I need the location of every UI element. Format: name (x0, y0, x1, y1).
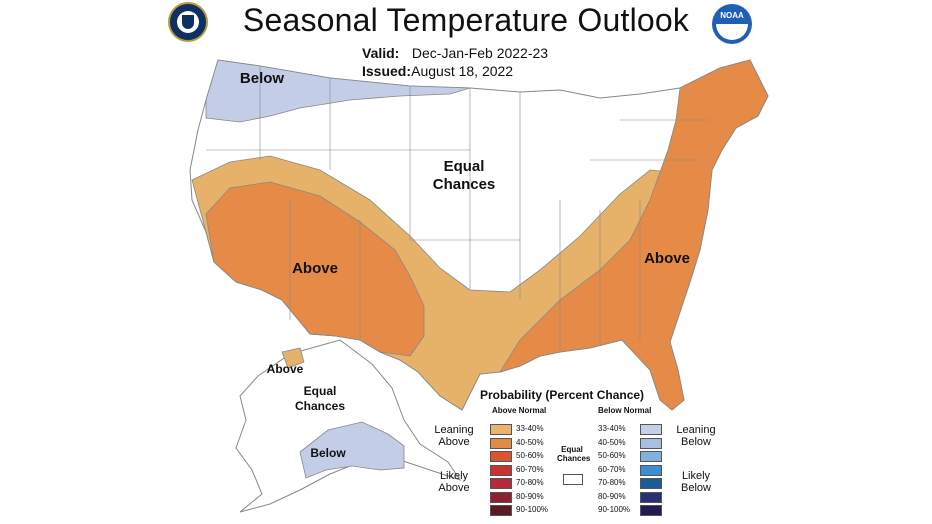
legend-below-bin-swatch (640, 424, 662, 435)
alaska-equal-chances-label: Equal Chances (294, 384, 346, 413)
alaska-above-label: Above (266, 362, 304, 376)
legend-below-bin-label: 50-60% (598, 451, 626, 460)
legend-above-bin-swatch (490, 505, 512, 516)
legend-above-bin-swatch (490, 491, 512, 503)
legend-below-bin-swatch (640, 451, 662, 462)
legend-equal-chances-swatch (563, 474, 583, 485)
commerce-seal-logo (168, 2, 208, 42)
legend-below-bin-swatch (640, 505, 662, 516)
alaska-above-region (281, 347, 305, 369)
alaska-below-region (299, 421, 405, 479)
legend-above-bin-label: 70-80% (516, 478, 544, 487)
southwest-above-region (205, 181, 425, 357)
noaa-wave-icon (716, 24, 748, 40)
map-title: Seasonal Temperature Outlook (242, 2, 690, 38)
probability-legend: Probability (Percent Chance) Above Norma… (430, 388, 716, 520)
issued-label: Issued: (362, 63, 412, 79)
legend-below-bin-label: 60-70% (598, 464, 626, 474)
northwest-below-label: Below (239, 70, 285, 87)
state-borders (206, 66, 710, 350)
legend-above-bin-label: 60-70% (516, 464, 544, 474)
outlook-meta: Valid: Dec-Jan-Feb 2022-23 Issued: Augus… (362, 44, 548, 80)
southeast-above-label: Above (644, 250, 690, 267)
legend-likely-above: Likely Above (438, 470, 470, 494)
legend-below-bin-label: 90-100% (598, 505, 631, 514)
noaa-logo-text: NOAA (720, 11, 744, 20)
legend-below-header: Below Normal (598, 406, 652, 415)
legend-above-bin-label: 80-90% (516, 491, 544, 501)
east-above-region (499, 59, 769, 411)
issued-value: August 18, 2022 (411, 63, 514, 79)
legend-above-bin-swatch (490, 424, 512, 435)
legend-below-bin-swatch (640, 491, 662, 503)
southwest-above-label: Above (292, 260, 338, 277)
legend-equal-chances: Equal Chances (557, 445, 591, 463)
legend-below-bin-swatch (640, 478, 662, 489)
legend-above-bin-swatch (490, 478, 512, 489)
legend-above-bin-label: 90-100% (516, 505, 549, 514)
valid-value: Dec-Jan-Feb 2022-23 (411, 45, 549, 61)
legend-below-bin-label: 40-50% (598, 437, 626, 447)
legend-leaning-below: Leaning Below (676, 424, 716, 448)
legend-below-bin-label: 70-80% (598, 478, 626, 487)
noaa-logo: NOAA (712, 4, 752, 44)
legend-above-bin-label: 33-40% (516, 424, 544, 433)
legend-above-bin-label: 50-60% (516, 451, 544, 460)
legend-above-header: Above Normal (492, 406, 547, 415)
legend-likely-below: Likely Below (681, 470, 711, 494)
legend-below-bin-swatch (640, 464, 662, 476)
legend-above-bin-label: 40-50% (516, 437, 544, 447)
central-equal-chances-label: Equal Chances (432, 158, 496, 193)
legend-below-bin-swatch (640, 437, 662, 449)
seal-shield-icon (182, 15, 194, 29)
legend-title: Probability (Percent Chance) (480, 388, 645, 402)
valid-label: Valid: (362, 45, 400, 61)
legend-below-bin-label: 80-90% (598, 491, 626, 501)
northwest-below-region (205, 59, 471, 123)
legend-below-bin-label: 33-40% (598, 424, 626, 433)
alaska-below-label: Below (310, 446, 346, 460)
legend-above-bin-swatch (490, 464, 512, 476)
legend-above-bin-swatch (490, 451, 512, 462)
legend-above-bin-swatch (490, 437, 512, 449)
legend-leaning-above: Leaning Above (434, 424, 474, 448)
